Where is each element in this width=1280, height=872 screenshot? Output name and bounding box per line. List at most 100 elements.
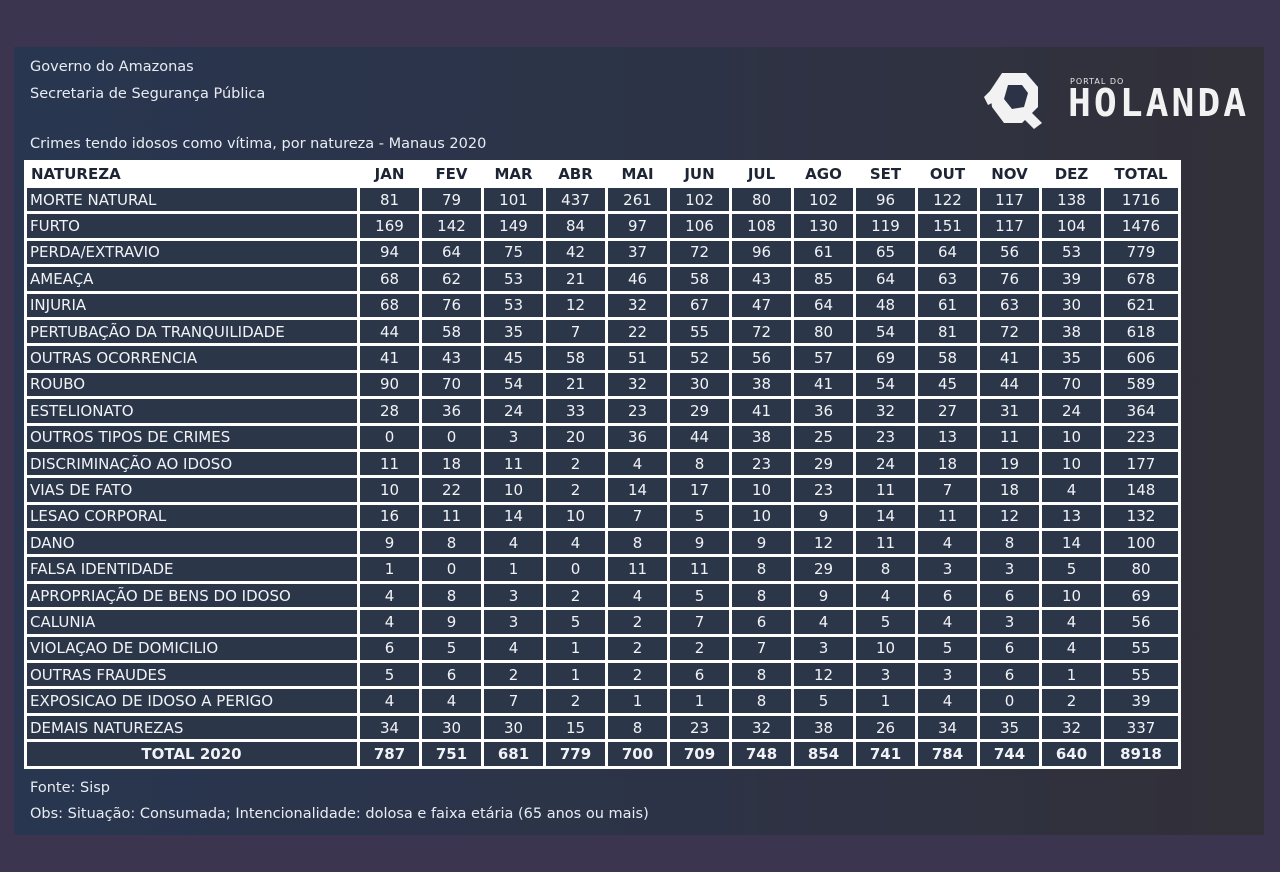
table-cell: 10 xyxy=(484,478,543,502)
table-cell: 7 xyxy=(546,319,605,344)
row-label: LESAO CORPORAL xyxy=(27,504,357,529)
table-cell: 8 xyxy=(856,557,915,581)
table-cell: 10 xyxy=(546,504,605,529)
row-label: PERTUBAÇÃO DA TRANQUILIDADE xyxy=(27,319,357,344)
table-cell: 122 xyxy=(918,188,977,212)
table-row: VIAS DE FATO 10 22 10 2 14 17 10 23 11 7 18 4 148 xyxy=(27,478,1178,502)
table-cell: 5 xyxy=(670,583,729,608)
table-cell: 4 xyxy=(360,610,419,634)
table-cell: 14 xyxy=(484,504,543,529)
table-cell: 14 xyxy=(1042,531,1101,555)
column-header-dez: DEZ xyxy=(1042,163,1101,185)
table-cell: 56 xyxy=(980,240,1039,265)
table-cell: 64 xyxy=(856,267,915,291)
table-cell: 2 xyxy=(608,636,667,661)
column-header-mar: MAR xyxy=(484,163,543,185)
table-cell: 7 xyxy=(732,636,791,661)
table-cell: 32 xyxy=(732,715,791,740)
table-row: EXPOSICAO DE IDOSO A PERIGO 4 4 7 2 1 1 8 5 1 4 0 2 3… xyxy=(27,689,1178,713)
total-cell: 784 xyxy=(918,742,977,766)
table-cell: 2 xyxy=(546,451,605,476)
table-cell: 61 xyxy=(918,293,977,317)
department-name: Secretaria de Segurança Pública xyxy=(30,86,266,102)
table-cell: 41 xyxy=(360,346,419,370)
total-cell: 709 xyxy=(670,742,729,766)
table-cell: 4 xyxy=(856,583,915,608)
table-cell: 11 xyxy=(918,504,977,529)
table-cell: 81 xyxy=(360,188,419,212)
table-cell: 80 xyxy=(1104,557,1178,581)
table-cell: 8 xyxy=(732,689,791,713)
table-cell: 4 xyxy=(794,610,853,634)
table-cell: 79 xyxy=(422,188,481,212)
row-label: CALUNIA xyxy=(27,610,357,634)
table-row: INJURIA 68 76 53 12 32 67 47 64 48 61 63 30 621 xyxy=(27,293,1178,317)
row-label: AMEAÇA xyxy=(27,267,357,291)
table-cell: 261 xyxy=(608,188,667,212)
table-cell: 44 xyxy=(980,372,1039,397)
table-cell: 6 xyxy=(980,583,1039,608)
table-cell: 148 xyxy=(1104,478,1178,502)
table-row: PERDA/EXTRAVIO 94 64 75 42 37 72 96 61 65 64 56 53 77… xyxy=(27,240,1178,265)
table-cell: 35 xyxy=(484,319,543,344)
table-cell: 38 xyxy=(794,715,853,740)
table-cell: 25 xyxy=(794,425,853,449)
row-label: VIAS DE FATO xyxy=(27,478,357,502)
observation-note: Obs: Situação: Consumada; Intencionalida… xyxy=(30,806,649,822)
report-panel: Governo do Amazonas Secretaria de Segura… xyxy=(14,47,1264,835)
row-label: ROUBO xyxy=(27,372,357,397)
row-label: EXPOSICAO DE IDOSO A PERIGO xyxy=(27,689,357,713)
table-cell: 96 xyxy=(856,188,915,212)
table-cell: 6 xyxy=(360,636,419,661)
table-cell: 4 xyxy=(1042,478,1101,502)
table-row: AMEAÇA 68 62 53 21 46 58 43 85 64 63 76 39 678 xyxy=(27,267,1178,291)
table-cell: 30 xyxy=(484,715,543,740)
table-cell: 3 xyxy=(918,557,977,581)
table-cell: 6 xyxy=(670,663,729,687)
column-header-total: TOTAL xyxy=(1104,163,1178,185)
table-cell: 2 xyxy=(670,636,729,661)
total-label: TOTAL 2020 xyxy=(27,742,357,766)
table-cell: 4 xyxy=(360,583,419,608)
table-cell: 67 xyxy=(670,293,729,317)
table-cell: 6 xyxy=(918,583,977,608)
row-label: FURTO xyxy=(27,214,357,238)
table-cell: 76 xyxy=(980,267,1039,291)
crimes-table: NATUREZA JAN FEV MAR ABR MAI JUN JUL AGO SET OUT NO… xyxy=(24,160,1181,769)
table-cell: 36 xyxy=(422,399,481,423)
table-cell: 6 xyxy=(980,663,1039,687)
table-cell: 84 xyxy=(546,214,605,238)
table-cell: 9 xyxy=(732,531,791,555)
table-cell: 8 xyxy=(422,531,481,555)
table-cell: 102 xyxy=(794,188,853,212)
table-row: OUTROS TIPOS DE CRIMES 0 0 3 20 36 44 38 25 23 13 1… xyxy=(27,425,1178,449)
table-cell: 23 xyxy=(732,451,791,476)
table-cell: 3 xyxy=(794,636,853,661)
table-cell: 4 xyxy=(918,689,977,713)
table-cell: 32 xyxy=(856,399,915,423)
table-cell: 6 xyxy=(732,610,791,634)
table-cell: 0 xyxy=(422,425,481,449)
logo-big-text: HOLANDA xyxy=(1068,81,1250,125)
table-cell: 19 xyxy=(980,451,1039,476)
table-cell: 2 xyxy=(608,663,667,687)
column-header-mai: MAI xyxy=(608,163,667,185)
table-cell: 24 xyxy=(484,399,543,423)
table-cell: 72 xyxy=(980,319,1039,344)
table-cell: 3 xyxy=(980,557,1039,581)
table-cell: 14 xyxy=(608,478,667,502)
table-cell: 1 xyxy=(546,636,605,661)
table-cell: 132 xyxy=(1104,504,1178,529)
table-cell: 97 xyxy=(608,214,667,238)
table-cell: 4 xyxy=(422,689,481,713)
row-label: OUTROS TIPOS DE CRIMES xyxy=(27,425,357,449)
table-cell: 4 xyxy=(608,451,667,476)
table-cell: 35 xyxy=(1042,346,1101,370)
table-cell: 108 xyxy=(732,214,791,238)
table-cell: 44 xyxy=(670,425,729,449)
table-cell: 58 xyxy=(670,267,729,291)
table-cell: 589 xyxy=(1104,372,1178,397)
total-cell: 640 xyxy=(1042,742,1101,766)
table-cell: 177 xyxy=(1104,451,1178,476)
table-row: MORTE NATURAL 81 79 101 437 261 102 80 102 96 122 1… xyxy=(27,188,1178,212)
